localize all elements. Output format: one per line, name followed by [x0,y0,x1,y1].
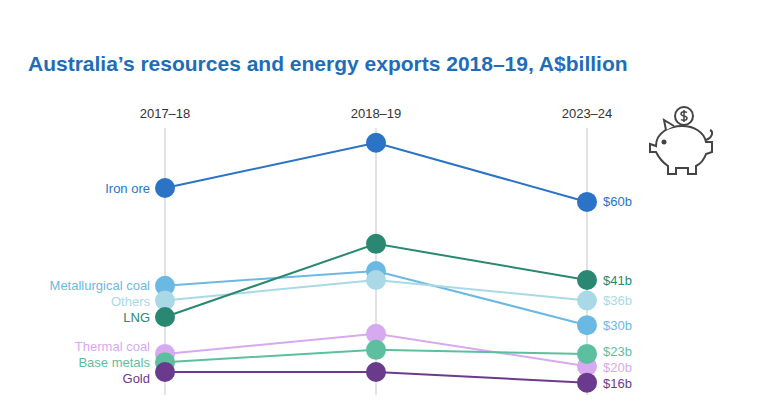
data-label: $30b [603,318,632,333]
chart: Australia’s resources and energy exports… [0,0,768,417]
series-label: Metallurgical coal [50,278,151,293]
point [366,234,386,254]
data-label: $36b [603,293,632,308]
piggy-body [650,126,712,174]
data-label: $20b [603,360,632,375]
data-label: $23b [603,344,632,359]
point [577,291,597,311]
series-label: Thermal coal [75,339,150,354]
data-label: $60b [603,194,632,209]
data-label: $16b [603,376,632,391]
axes: 2017–18 2018–19 2023–24 [140,106,613,395]
series-label: Base metals [78,355,150,370]
labels: Iron ore Metallurgical coalOthersLNG Therm… [50,181,632,392]
series-line [165,244,587,317]
category-label: 2017–18 [140,106,191,121]
point [366,362,386,382]
piggy-ear [664,120,674,130]
data-label: $41b [603,273,632,288]
point [155,362,175,382]
category-label: 2023–24 [562,106,613,121]
point [366,270,386,290]
coin-symbol [681,110,687,122]
point [155,307,175,327]
point [366,340,386,360]
series-label: Gold [123,371,150,386]
point [577,344,597,364]
point [577,373,597,393]
point [366,133,386,153]
piggy-eye [663,141,666,144]
point [577,192,597,212]
series-label: Others [111,294,151,309]
piggy-icon [650,107,712,174]
plot-area [155,133,597,393]
piggy-tail [706,130,712,140]
title: Australia’s resources and energy exports… [28,52,628,75]
point [577,270,597,290]
point [155,178,175,198]
point [577,315,597,335]
coin [675,107,693,125]
category-label: 2018–19 [351,106,402,121]
series-line [165,271,587,325]
series-label: LNG [123,310,150,325]
series-label: Iron ore [105,181,150,196]
